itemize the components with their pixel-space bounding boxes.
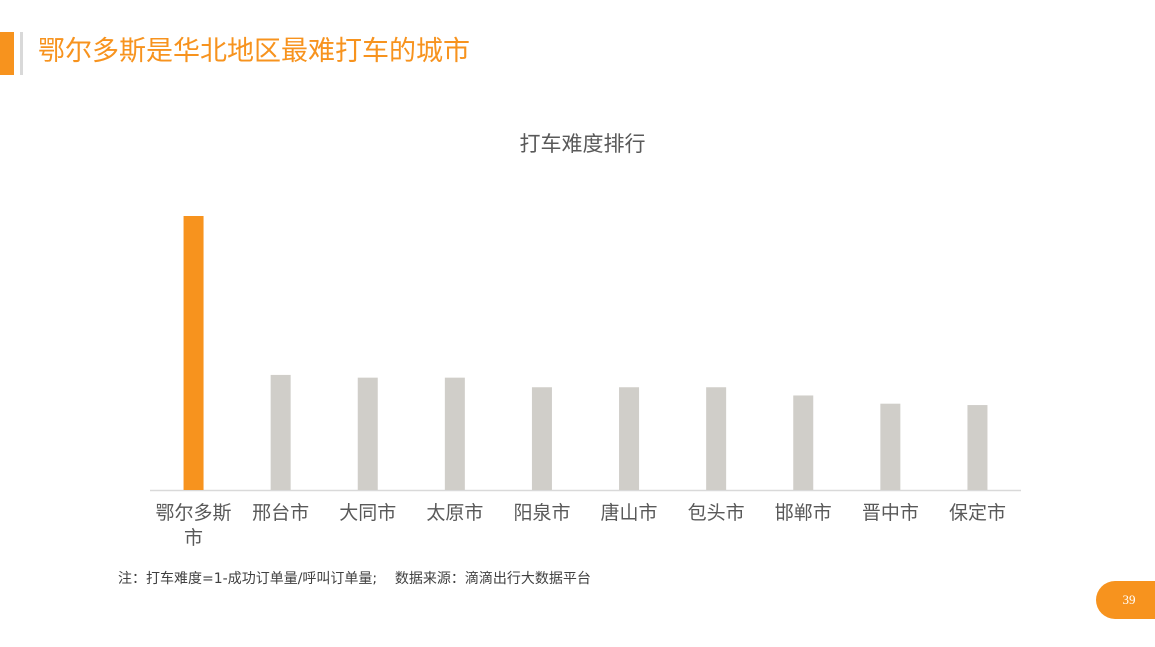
bar-5	[619, 387, 640, 490]
bar-8	[880, 403, 901, 490]
slide-title: 鄂尔多斯是华北地区最难打车的城市	[38, 36, 470, 67]
bar-1	[270, 374, 291, 490]
bar-7	[793, 395, 814, 490]
bar-2	[357, 377, 378, 490]
chart-title: 打车难度排行	[519, 132, 646, 156]
chart-note: 注：打车难度=1-成功订单量/呼叫订单量; 数据来源：滴滴出行大数据平台	[118, 571, 591, 587]
x-tick-label-6: 包头市	[688, 502, 745, 524]
bar-4	[531, 387, 552, 490]
title-accent-bar	[0, 32, 14, 75]
x-tick-label-4: 阳泉市	[513, 502, 570, 524]
title-accent-line	[20, 32, 23, 75]
bar-9	[967, 405, 988, 490]
x-tick-label-8: 晋中市	[862, 502, 919, 524]
x-tick-label-9: 保定市	[949, 502, 1006, 524]
x-tick-label-2: 大同市	[339, 502, 396, 524]
x-tick-label-0: 鄂尔多斯市	[156, 502, 232, 549]
x-tick-label-3: 太原市	[426, 502, 483, 524]
x-tick-label-1: 邢台市	[252, 502, 309, 524]
page-number-badge	[1096, 581, 1155, 619]
bar-0	[183, 216, 204, 490]
bar-3	[444, 377, 465, 490]
page-number: 39	[1122, 592, 1136, 607]
x-tick-label-5: 唐山市	[601, 502, 658, 524]
bar-6	[706, 387, 727, 490]
x-tick-label-7: 邯郸市	[775, 502, 832, 524]
